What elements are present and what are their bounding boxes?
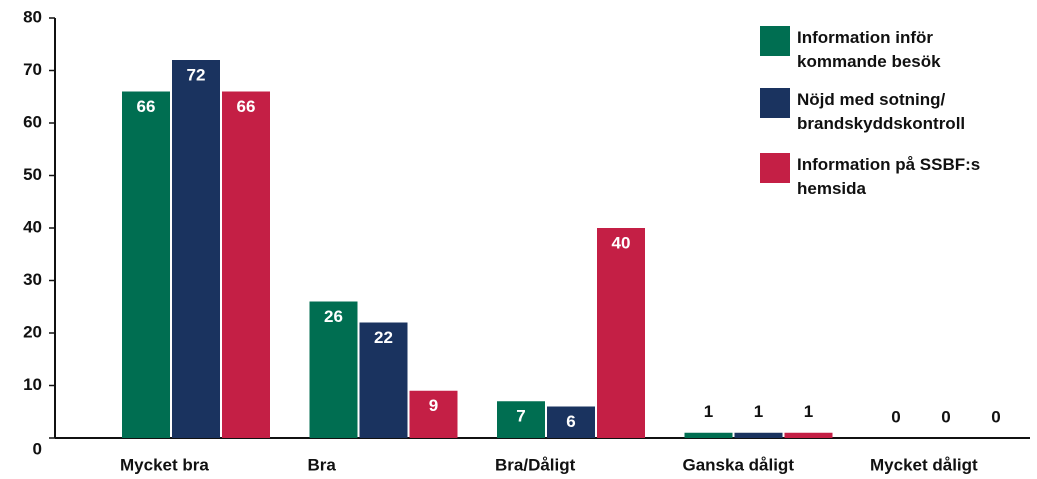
y-tick-label: 60 xyxy=(23,112,42,131)
y-tick-label: 80 xyxy=(23,7,42,26)
bar xyxy=(597,228,645,438)
legend-label: Information inför kommande besök xyxy=(797,28,941,71)
legend-item: Information på SSBF:s hemsida xyxy=(760,153,1022,201)
y-tick-label: 70 xyxy=(23,60,42,79)
legend-swatch xyxy=(760,26,790,56)
value-label: 1 xyxy=(754,402,763,421)
y-tick-label: 30 xyxy=(23,270,42,289)
bar xyxy=(172,60,220,438)
bar xyxy=(222,91,270,438)
bar xyxy=(784,432,833,438)
bar xyxy=(497,401,545,438)
value-label: 22 xyxy=(374,328,393,347)
x-tick-label: Mycket bra xyxy=(120,455,209,474)
value-label: 0 xyxy=(941,407,950,426)
x-tick-label: Bra/Dåligt xyxy=(495,455,576,474)
legend-label: Information på SSBF:s hemsida xyxy=(797,155,981,198)
y-tick-label: 0 xyxy=(33,439,42,458)
y-tick-label: 40 xyxy=(23,217,42,236)
value-label: 0 xyxy=(991,407,1000,426)
value-label: 6 xyxy=(566,412,575,431)
value-label: 1 xyxy=(704,402,713,421)
value-label: 40 xyxy=(612,233,631,252)
legend-item: Information inför kommande besök xyxy=(760,26,1022,74)
legend-label: Nöjd med sotning/ brandskyddskontroll xyxy=(797,90,966,133)
y-tick-label: 10 xyxy=(23,375,42,394)
legend-item: Nöjd med sotning/ brandskyddskontroll xyxy=(760,88,1022,136)
y-tick-label: 20 xyxy=(23,322,42,341)
x-tick-label: Mycket dåligt xyxy=(870,455,978,474)
value-label: 66 xyxy=(237,97,256,116)
value-label: 9 xyxy=(429,396,438,415)
bar xyxy=(359,322,408,438)
value-label: 26 xyxy=(324,307,343,326)
value-label: 72 xyxy=(187,65,206,84)
x-tick-label: Ganska dåligt xyxy=(683,455,795,474)
legend-swatch xyxy=(760,88,790,118)
bar xyxy=(409,390,458,438)
bar xyxy=(122,91,170,438)
value-label: 7 xyxy=(516,407,525,426)
bar xyxy=(734,432,783,438)
x-tick-label: Bra xyxy=(308,455,337,474)
bar xyxy=(309,301,358,438)
y-tick-label: 50 xyxy=(23,165,42,184)
value-label: 66 xyxy=(137,97,156,116)
value-label: 0 xyxy=(891,407,900,426)
value-label: 1 xyxy=(804,402,813,421)
bar xyxy=(684,432,733,438)
legend-swatch xyxy=(760,153,790,183)
bar xyxy=(547,406,595,438)
